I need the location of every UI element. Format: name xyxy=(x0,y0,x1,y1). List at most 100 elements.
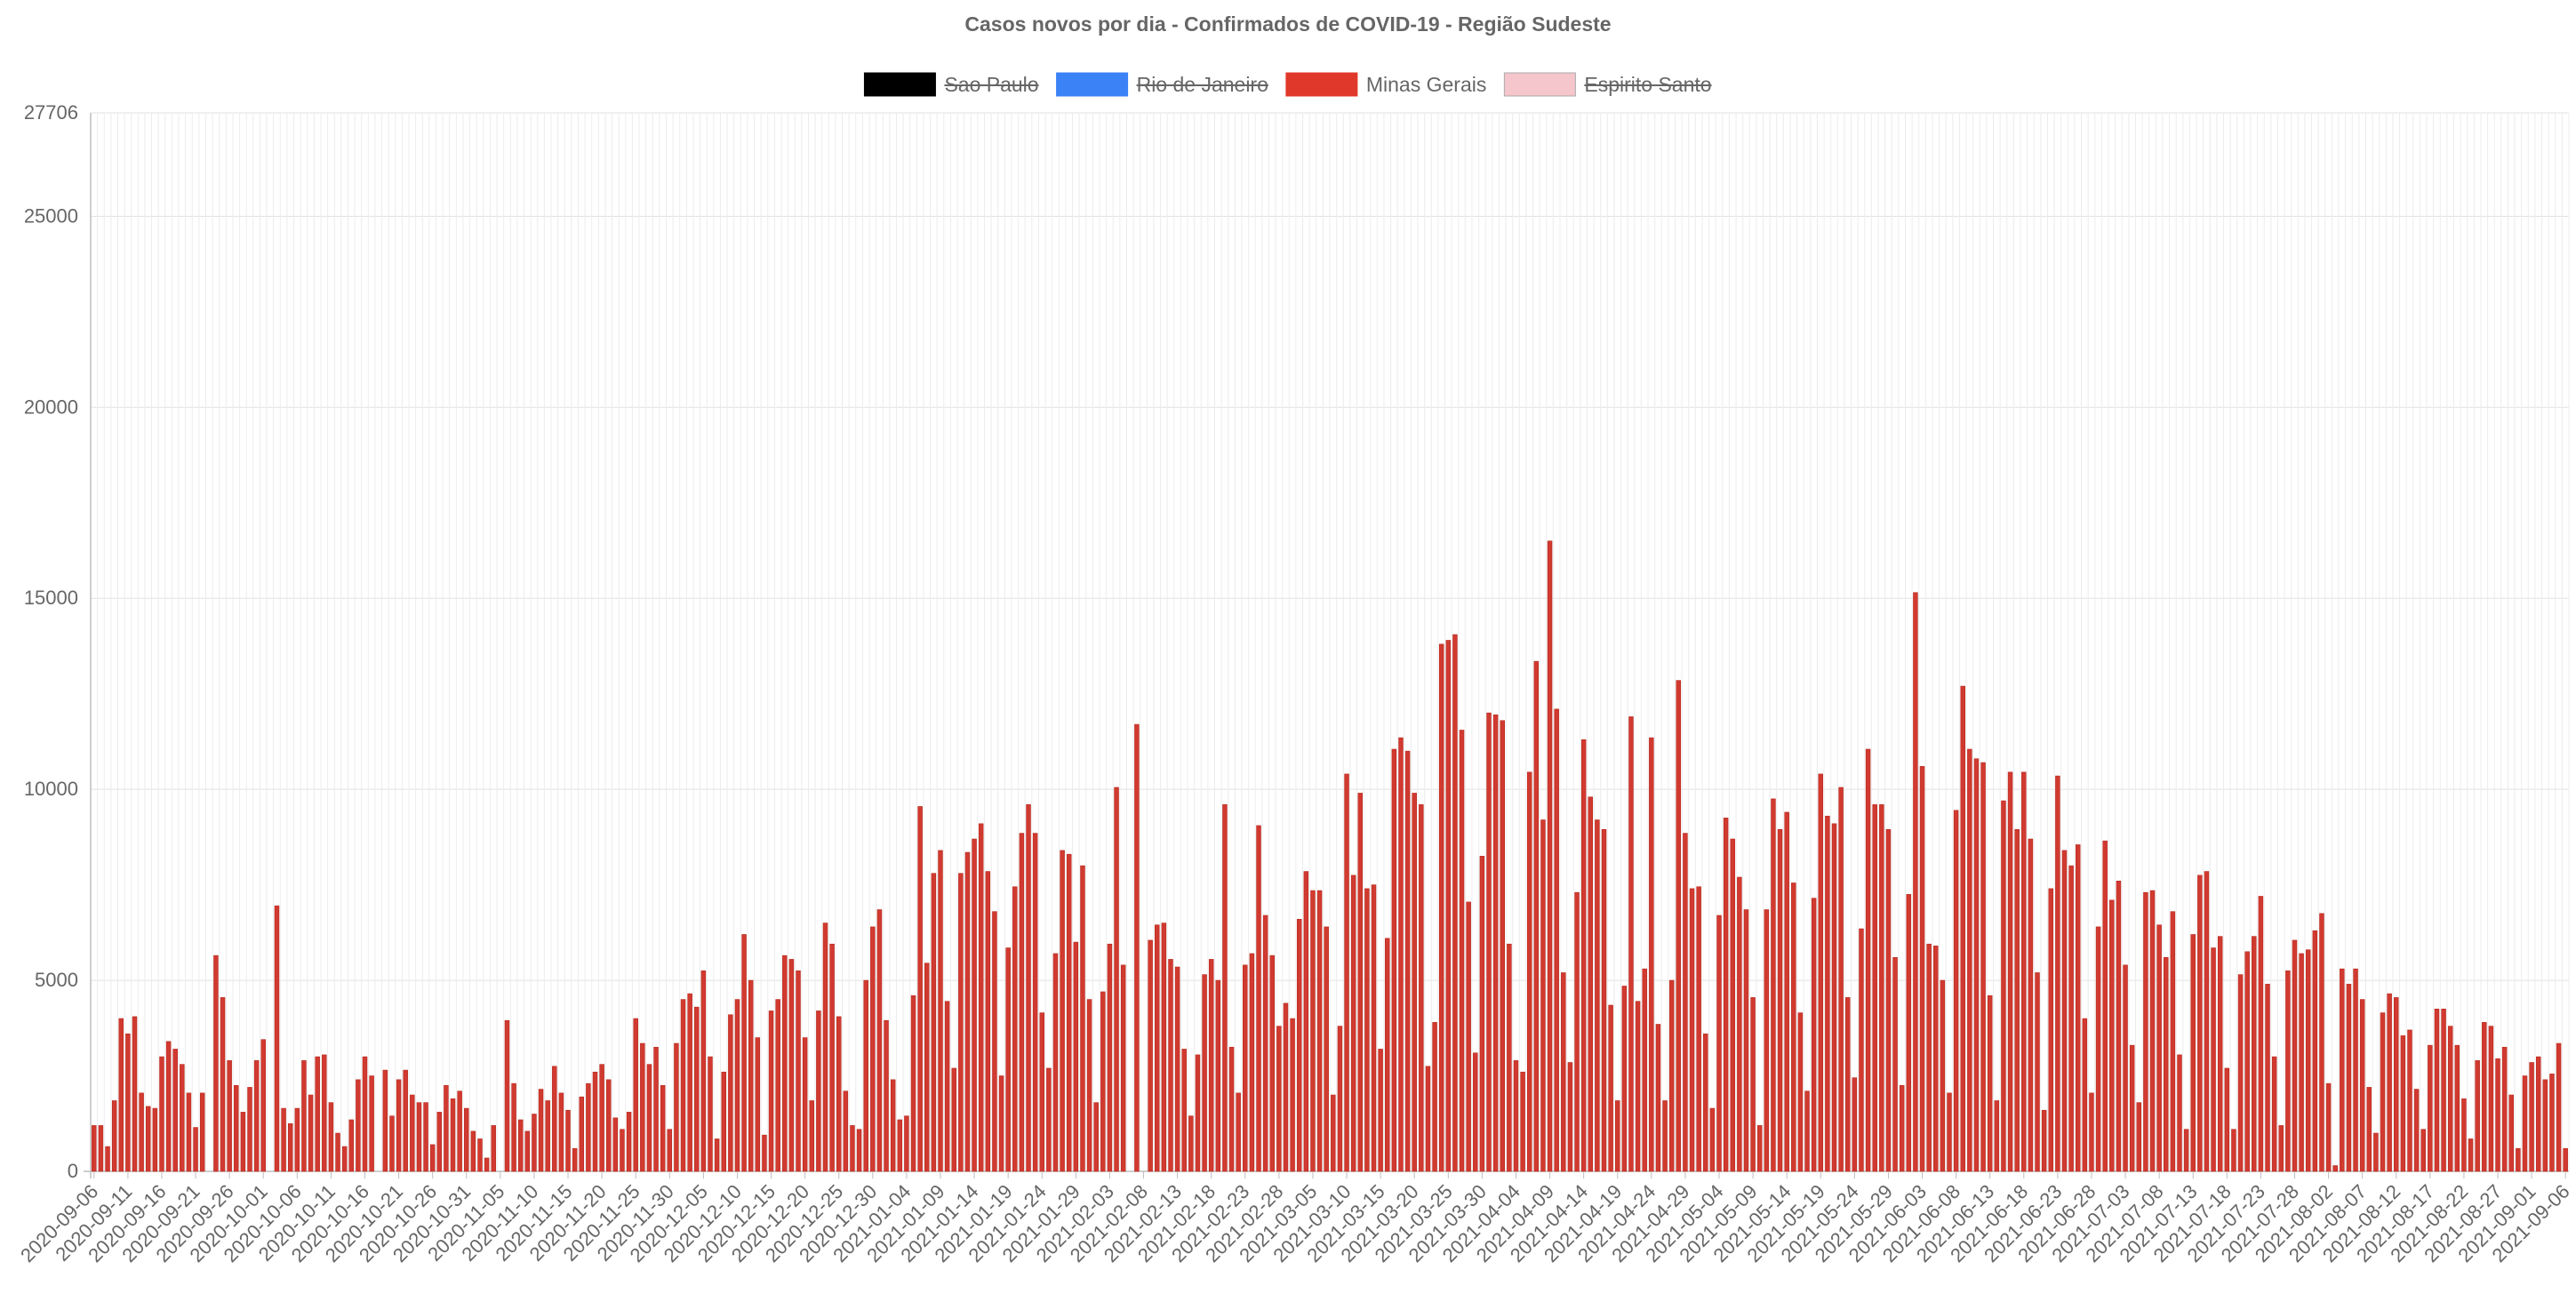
bar[interactable] xyxy=(1642,968,1647,1172)
bar[interactable] xyxy=(2292,939,2298,1172)
bar[interactable] xyxy=(436,1112,443,1172)
bar[interactable] xyxy=(2055,775,2060,1172)
bar[interactable] xyxy=(856,1129,862,1172)
bar[interactable] xyxy=(964,851,971,1172)
bar[interactable] xyxy=(1730,838,1735,1172)
bar[interactable] xyxy=(721,1071,726,1172)
bar[interactable] xyxy=(2373,1132,2379,1172)
bar[interactable] xyxy=(1073,941,1079,1172)
bar[interactable] xyxy=(1615,1100,1620,1172)
bar[interactable] xyxy=(2197,875,2203,1172)
bar[interactable] xyxy=(2007,771,2013,1172)
bar[interactable] xyxy=(504,1019,510,1172)
bar[interactable] xyxy=(1791,883,1796,1172)
bar[interactable] xyxy=(1676,680,1682,1172)
bar[interactable] xyxy=(2413,1089,2420,1172)
bar[interactable] xyxy=(1215,979,1221,1172)
bar[interactable] xyxy=(1919,766,1925,1172)
bar[interactable] xyxy=(2170,911,2176,1172)
bar[interactable] xyxy=(667,1129,673,1172)
bar[interactable] xyxy=(2420,1129,2426,1172)
bar[interactable] xyxy=(2387,993,2392,1172)
bar[interactable] xyxy=(1039,1012,1044,1172)
bar[interactable] xyxy=(1580,739,1587,1172)
bar[interactable] xyxy=(653,1046,659,1172)
bar[interactable] xyxy=(322,1054,327,1172)
bar[interactable] xyxy=(2428,1044,2433,1172)
bar[interactable] xyxy=(2482,1022,2487,1172)
bar[interactable] xyxy=(1547,540,1553,1172)
bar[interactable] xyxy=(362,1056,368,1172)
bar[interactable] xyxy=(1412,793,1417,1172)
bar[interactable] xyxy=(1086,999,1092,1172)
bar[interactable] xyxy=(2021,771,2027,1172)
bar[interactable] xyxy=(626,1112,632,1172)
bar[interactable] xyxy=(2353,968,2358,1172)
bar[interactable] xyxy=(146,1106,151,1172)
bar[interactable] xyxy=(2028,838,2034,1172)
bar[interactable] xyxy=(809,1100,814,1172)
bar[interactable] xyxy=(369,1075,374,1172)
bar[interactable] xyxy=(2454,1044,2460,1172)
bar[interactable] xyxy=(1831,823,1837,1172)
bar[interactable] xyxy=(958,873,964,1172)
bar[interactable] xyxy=(2359,999,2365,1172)
bar[interactable] xyxy=(931,873,937,1172)
bar[interactable] xyxy=(484,1157,490,1172)
bar[interactable] xyxy=(2488,1026,2494,1172)
bar[interactable] xyxy=(2549,1074,2555,1172)
bar[interactable] xyxy=(1811,898,1817,1172)
bar[interactable] xyxy=(524,1130,531,1172)
bar[interactable] xyxy=(125,1033,131,1172)
bar[interactable] xyxy=(517,1119,524,1172)
legend-label[interactable]: Minas Gerais xyxy=(1366,73,1486,96)
bar[interactable] xyxy=(1350,875,1356,1172)
bar[interactable] xyxy=(186,1092,192,1172)
bar[interactable] xyxy=(1371,884,1377,1172)
bar[interactable] xyxy=(1331,1094,1336,1172)
bar[interactable] xyxy=(910,994,916,1172)
bar[interactable] xyxy=(2102,840,2108,1172)
bar[interactable] xyxy=(938,850,943,1172)
bar[interactable] xyxy=(762,1134,767,1172)
bar[interactable] xyxy=(694,1006,700,1172)
bar[interactable] xyxy=(1385,938,1390,1172)
bar[interactable] xyxy=(572,1147,578,1172)
bar[interactable] xyxy=(579,1096,585,1172)
bar[interactable] xyxy=(755,1037,761,1172)
bar[interactable] xyxy=(287,1122,293,1172)
bar[interactable] xyxy=(2271,1056,2277,1172)
bar[interactable] xyxy=(234,1084,239,1172)
bar[interactable] xyxy=(1357,793,1364,1172)
bar[interactable] xyxy=(1107,943,1113,1172)
bar[interactable] xyxy=(951,1067,956,1172)
bar[interactable] xyxy=(1134,723,1140,1172)
bar[interactable] xyxy=(2434,1009,2440,1172)
bar[interactable] xyxy=(680,999,686,1172)
bar[interactable] xyxy=(2394,997,2399,1172)
bar[interactable] xyxy=(328,1102,334,1172)
bar[interactable] xyxy=(294,1107,300,1172)
bar[interactable] xyxy=(2183,1129,2189,1172)
bar[interactable] xyxy=(227,1060,232,1172)
bar[interactable] xyxy=(1344,773,1349,1172)
bar[interactable] xyxy=(1696,886,1701,1172)
bar[interactable] xyxy=(1906,894,1912,1172)
bar[interactable] xyxy=(782,955,788,1172)
bar[interactable] xyxy=(2366,1087,2372,1172)
bar[interactable] xyxy=(2299,953,2304,1172)
bar[interactable] xyxy=(1303,871,1309,1172)
bar[interactable] xyxy=(1486,712,1492,1172)
bar[interactable] xyxy=(1466,901,1471,1172)
bar[interactable] xyxy=(924,963,930,1172)
bar[interactable] xyxy=(1316,890,1323,1172)
bar[interactable] xyxy=(1933,946,1939,1172)
bar[interactable] xyxy=(985,871,991,1172)
bar[interactable] xyxy=(2258,896,2264,1172)
bar[interactable] xyxy=(1324,926,1329,1172)
bar[interactable] xyxy=(1892,956,1898,1172)
bar[interactable] xyxy=(2340,968,2345,1172)
bar[interactable] xyxy=(1852,1077,1858,1172)
bar[interactable] xyxy=(1561,972,1566,1172)
bar[interactable] xyxy=(1818,773,1824,1172)
